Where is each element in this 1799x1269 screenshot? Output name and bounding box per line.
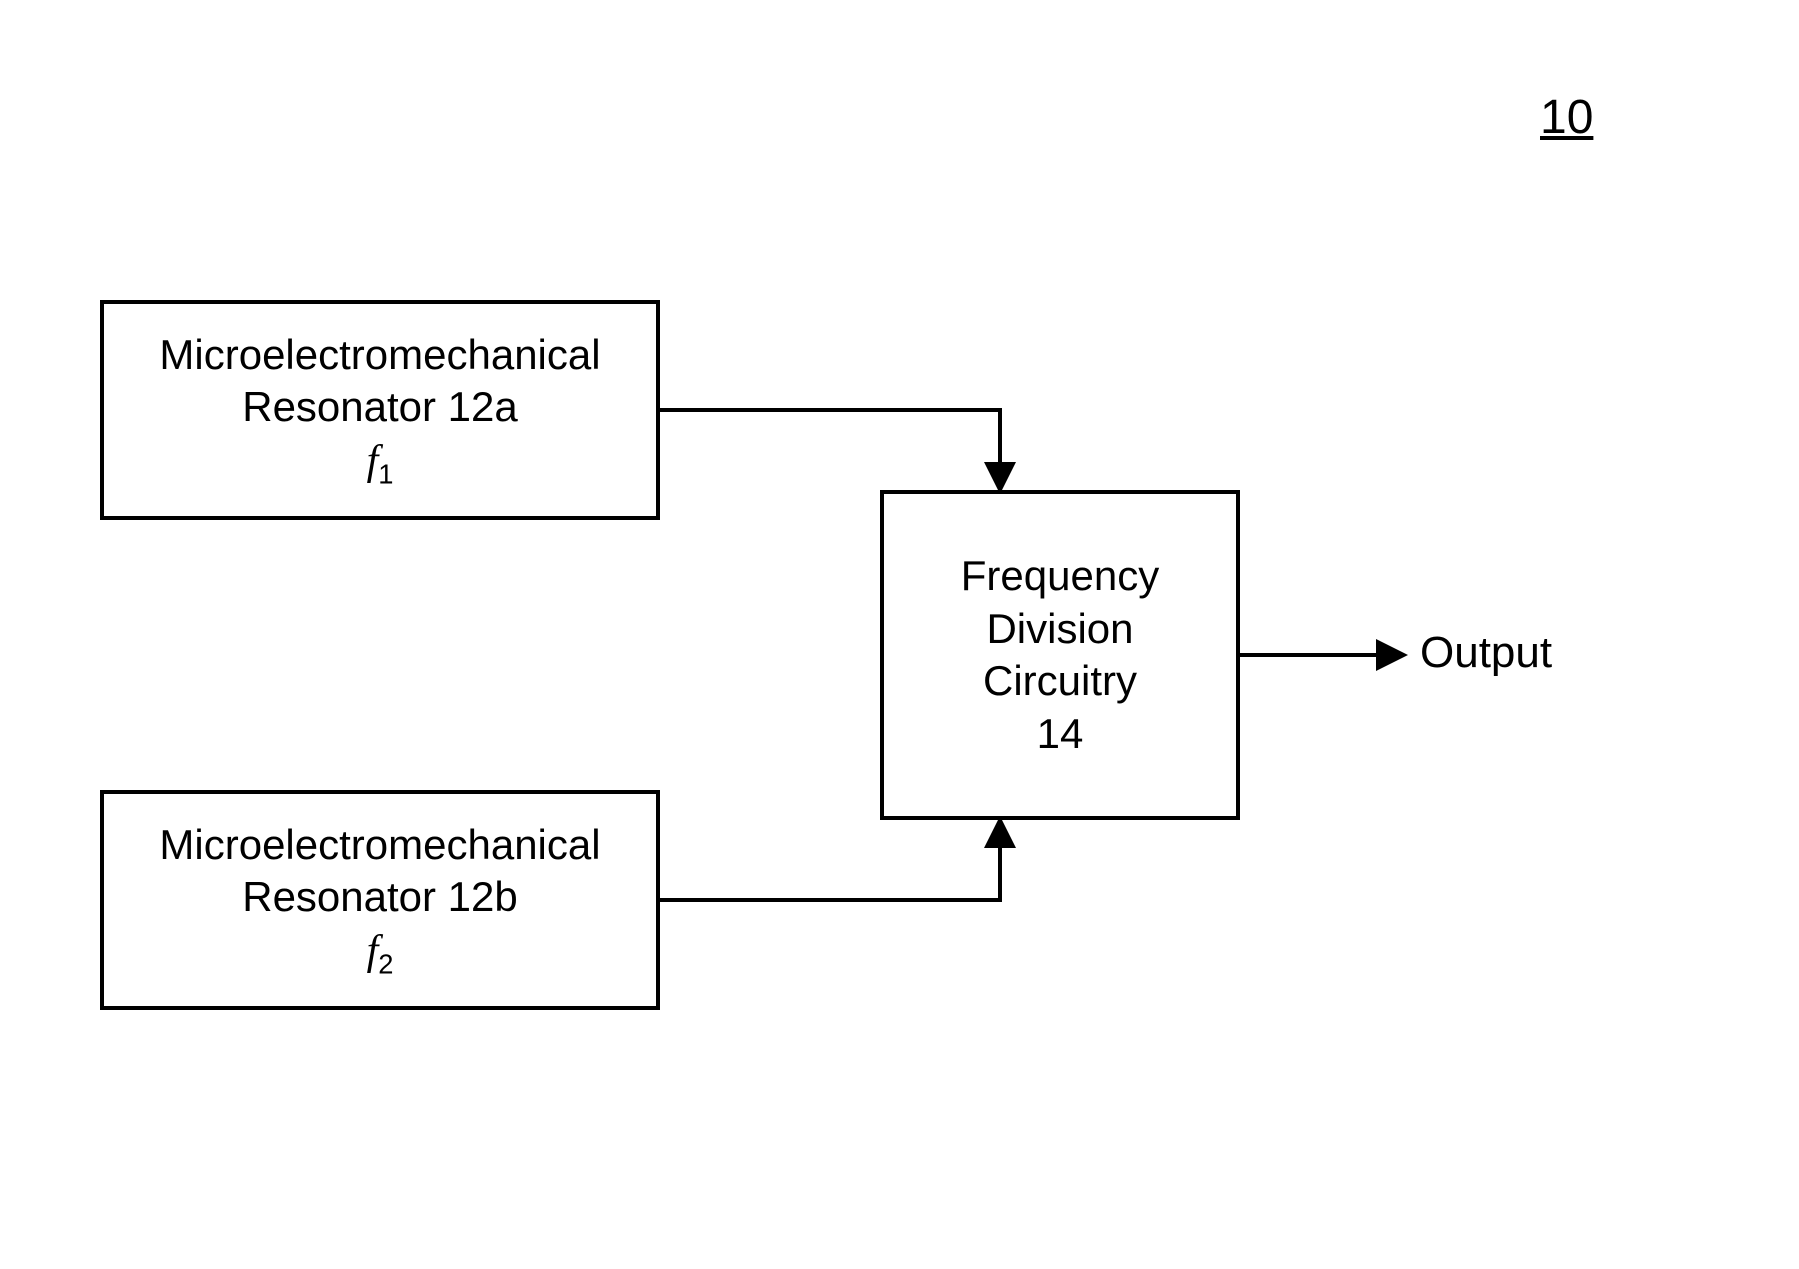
res-a-line1: Microelectromechanical [159, 329, 600, 382]
block-resonator-a: Microelectromechanical Resonator 12a f1 [100, 300, 660, 520]
res-a-freq: f1 [367, 434, 394, 492]
res-b-freq-sub: 2 [378, 948, 393, 979]
fd-line3: Circuitry [983, 655, 1137, 708]
wire-b-to-fd [660, 824, 1000, 900]
figure-label: 10 [1540, 90, 1593, 145]
block-resonator-b: Microelectromechanical Resonator 12b f2 [100, 790, 660, 1010]
wire-a-to-fd [660, 410, 1000, 486]
res-a-freq-symbol: f [367, 438, 379, 484]
res-b-freq: f2 [367, 924, 394, 982]
block-frequency-division: Frequency Division Circuitry 14 [880, 490, 1240, 820]
res-b-line1: Microelectromechanical [159, 819, 600, 872]
fd-line1: Frequency [961, 550, 1159, 603]
res-a-line2: Resonator 12a [242, 381, 518, 434]
fd-line2: Division [986, 603, 1133, 656]
res-b-line2: Resonator 12b [242, 871, 518, 924]
output-label: Output [1420, 628, 1552, 678]
res-b-freq-symbol: f [367, 928, 379, 974]
fd-line4: 14 [1037, 708, 1084, 761]
res-a-freq-sub: 1 [378, 458, 393, 489]
